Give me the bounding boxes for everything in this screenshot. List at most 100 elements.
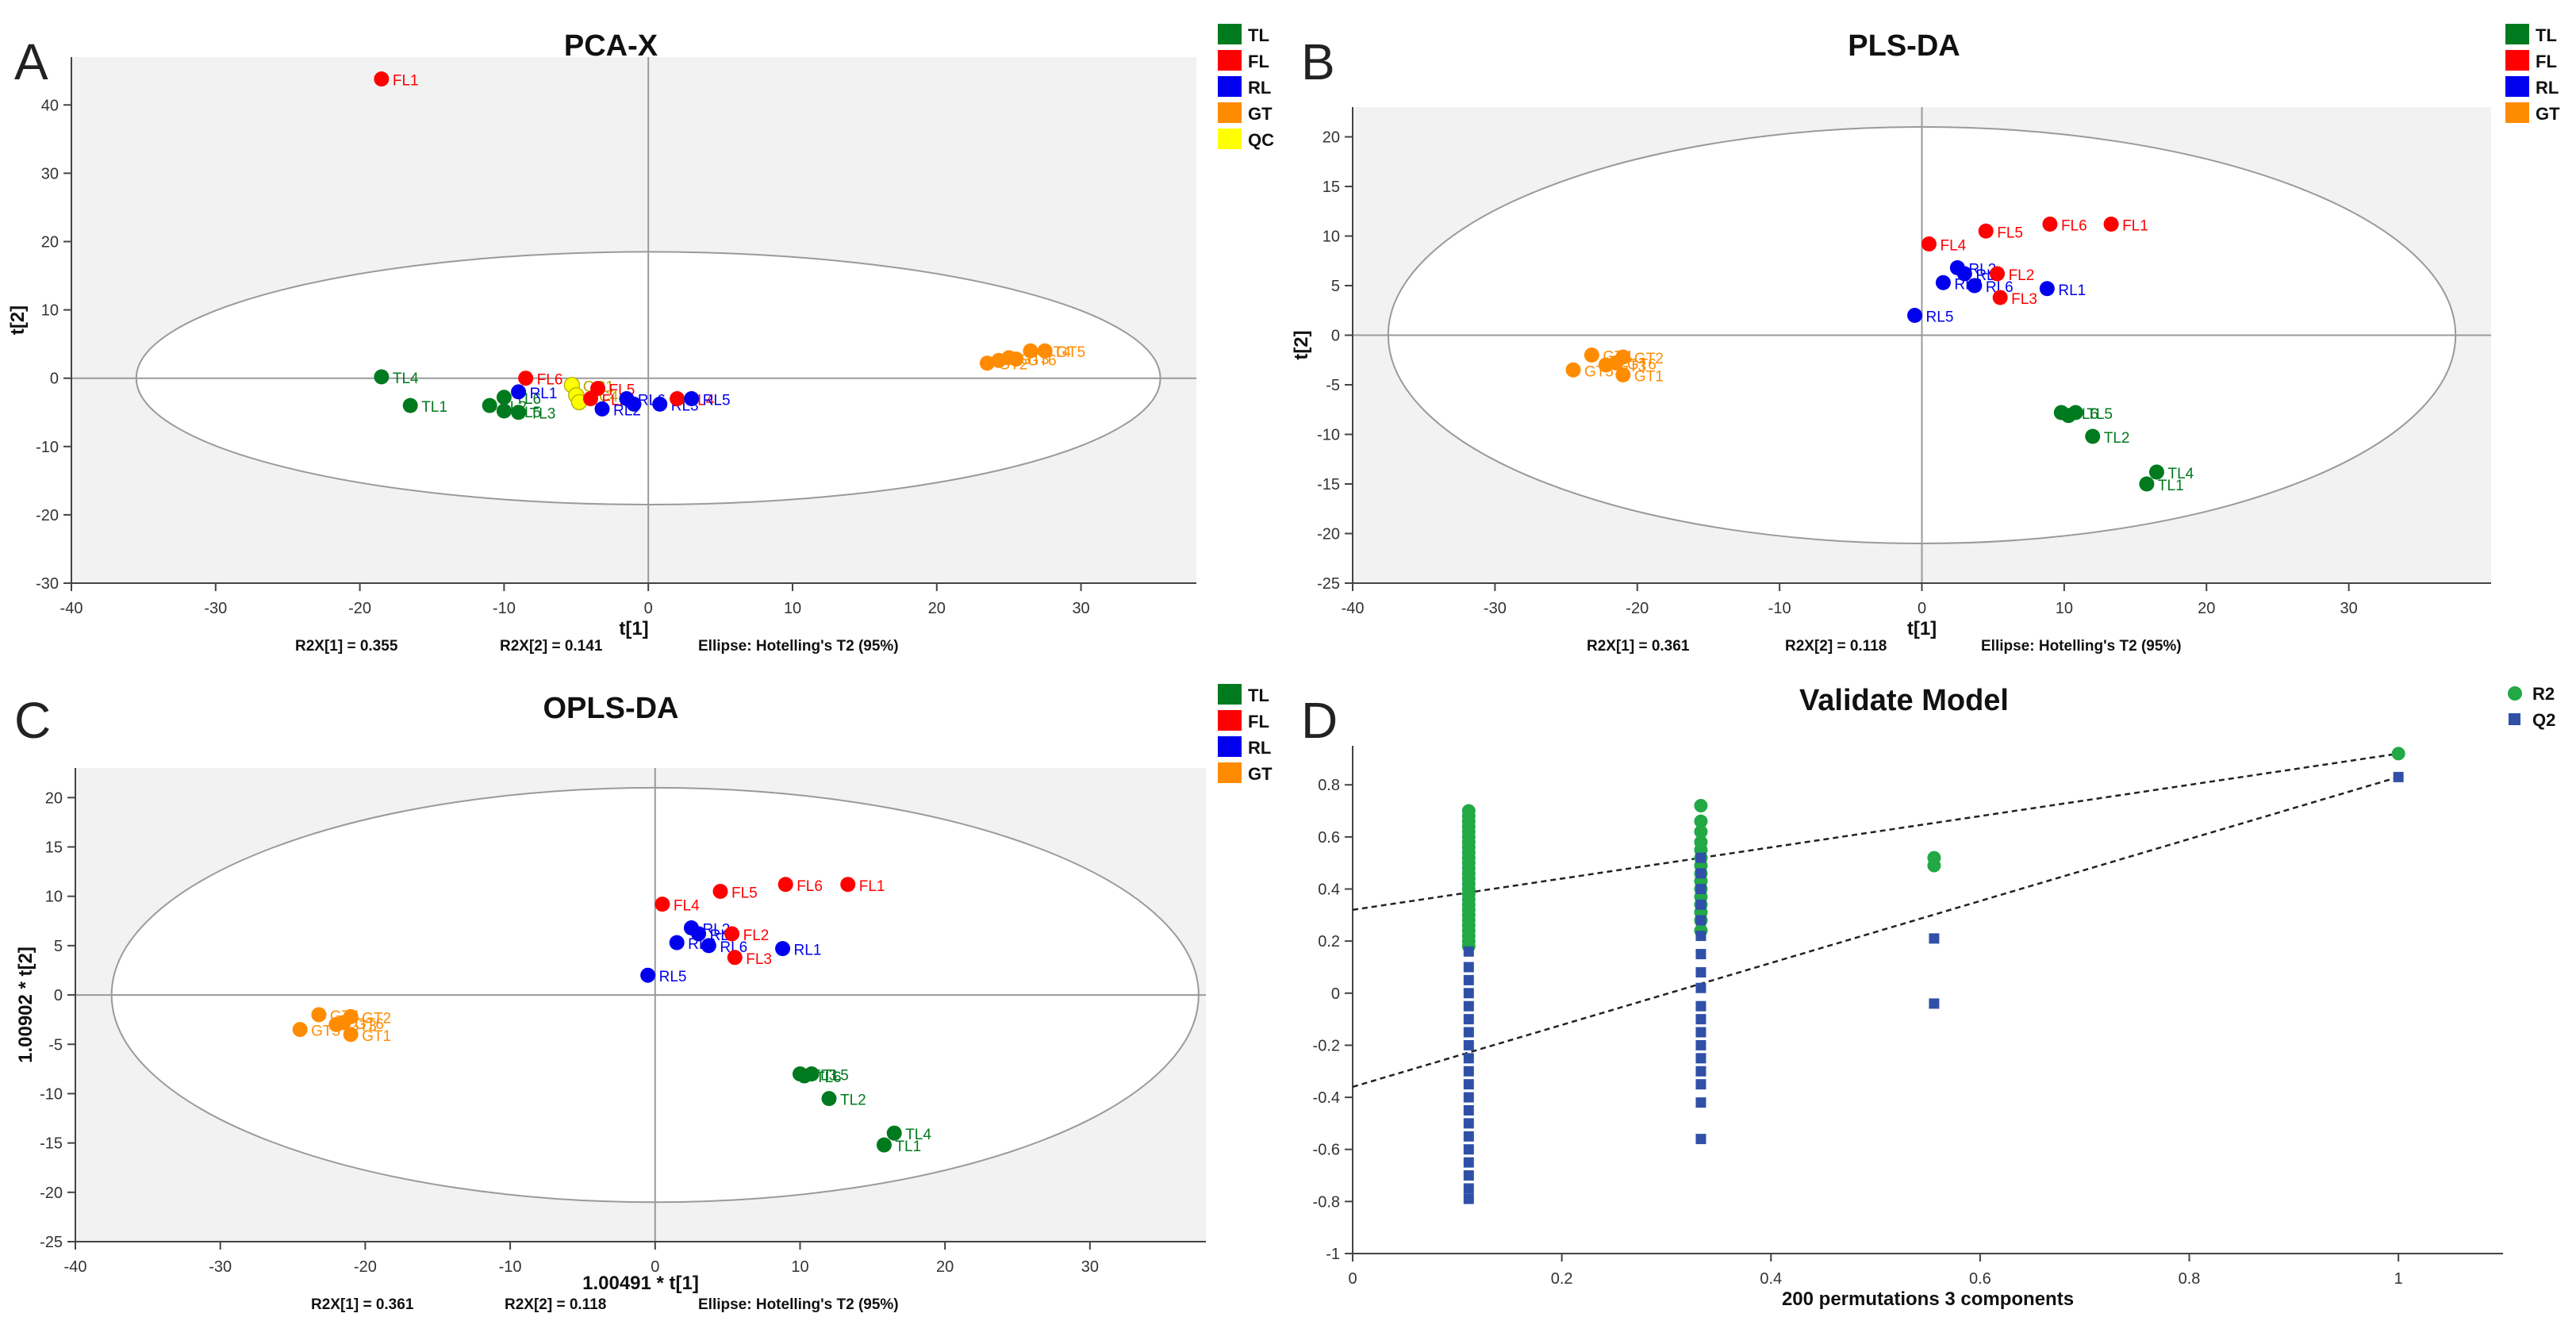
- point-label: FL1: [859, 878, 885, 895]
- x-tick-label: 0: [651, 1258, 659, 1276]
- point-gt4: [311, 1007, 327, 1023]
- y-tick-label: 20: [1323, 129, 1340, 147]
- y-tick-label: 15: [45, 839, 63, 857]
- point-tl1: [2139, 476, 2155, 492]
- point-gt4: [1584, 348, 1599, 363]
- x-axis-label: 200 permutations 3 components: [1782, 1288, 2074, 1310]
- r2-point: [1694, 814, 1708, 828]
- y-tick-label: -0.4: [1313, 1089, 1340, 1107]
- point-gt2: [979, 355, 995, 371]
- point-label: FL1: [393, 73, 419, 90]
- point-label: FL6: [537, 372, 563, 389]
- point-label: TL5: [2087, 406, 2113, 423]
- point-label: TL3: [530, 406, 556, 423]
- q2-point: [1463, 1092, 1474, 1103]
- point-label: RL5: [703, 393, 731, 409]
- panel-letter-b: B: [1301, 33, 1335, 90]
- point-label: TL2: [2104, 430, 2130, 447]
- point-rl: [626, 396, 642, 412]
- point-rl6: [1967, 278, 1983, 294]
- point-rl5: [1907, 308, 1923, 323]
- r2-point: [1694, 798, 1708, 812]
- regression-line-q2: [1352, 776, 2399, 1089]
- chart-title: PCA-X: [564, 29, 658, 63]
- y-tick-label: 0: [1331, 328, 1340, 345]
- point-label: RL: [710, 927, 729, 944]
- legend-label-gt: GT: [2536, 104, 2560, 124]
- point-fl1: [374, 71, 390, 87]
- q2-point: [1695, 1079, 1706, 1090]
- y-tick-label: -10: [1317, 427, 1340, 444]
- y-tick-label: -15: [1317, 476, 1340, 493]
- point-rl: [1956, 266, 1972, 282]
- y-axis-label: t[2]: [7, 305, 29, 335]
- q2-point: [1695, 899, 1706, 910]
- legend-label-gt: GT: [1248, 104, 1273, 124]
- q2-point: [1463, 988, 1474, 999]
- point-label: FL4: [1940, 238, 1966, 255]
- chart-title: OPLS-DA: [543, 692, 679, 725]
- q2-point: [1463, 1104, 1474, 1116]
- q2-point: [1463, 1131, 1474, 1142]
- q2-point: [1929, 933, 1940, 944]
- x-tick-label: -20: [354, 1258, 377, 1276]
- legend-swatch-tl: [2505, 24, 2529, 44]
- x-tick-label: -30: [1484, 600, 1507, 617]
- point-tl2: [821, 1091, 837, 1107]
- point-fl3: [1992, 290, 2008, 305]
- footer-stat: R2X[2] = 0.118: [1785, 638, 1887, 655]
- x-tick-label: 0: [1348, 1270, 1357, 1288]
- legend-swatch-tl: [1218, 684, 1242, 705]
- y-tick-label: 0.2: [1318, 933, 1340, 950]
- x-tick-label: 30: [2340, 600, 2358, 617]
- y-tick-label: 40: [41, 97, 59, 114]
- chart-title: PLS-DA: [1848, 29, 1960, 63]
- point-rl3: [669, 935, 685, 950]
- point-rl1: [2039, 281, 2055, 297]
- footer-stat: R2X[1] = 0.361: [311, 1296, 414, 1313]
- y-tick-label: 20: [45, 789, 63, 807]
- legend-label-rl: RL: [1248, 738, 1271, 758]
- point-rl3: [652, 396, 668, 412]
- point-rl1: [775, 941, 791, 957]
- q2-point: [1463, 946, 1474, 957]
- y-tick-label: -20: [36, 507, 59, 524]
- legend-label-gt: GT: [1248, 764, 1273, 784]
- chart-title: Validate Model: [1799, 684, 2009, 717]
- panel-letter-d: D: [1301, 692, 1338, 749]
- legend-swatch-qc: [1218, 129, 1242, 149]
- q2-point: [1463, 962, 1474, 973]
- x-tick-label: 0.4: [1760, 1270, 1782, 1288]
- legend-swatch-tl: [1218, 24, 1242, 44]
- point-fl4: [1921, 236, 1937, 252]
- y-tick-label: 20: [41, 233, 59, 251]
- footer-stat: R2X[1] = 0.361: [1587, 638, 1690, 655]
- q2-point: [1463, 1183, 1474, 1194]
- point-tl3: [511, 405, 527, 420]
- legend-label-tl: TL: [2536, 25, 2557, 45]
- r2-point: [2391, 747, 2405, 761]
- point-label: RL2: [702, 921, 730, 938]
- x-tick-label: -10: [1768, 600, 1791, 617]
- point-label: RL1: [530, 386, 558, 402]
- x-tick-label: -10: [493, 600, 516, 617]
- legend-swatch-gt: [2505, 102, 2529, 123]
- point-fl4: [655, 897, 670, 912]
- legend-swatch-gt: [1218, 102, 1242, 123]
- y-tick-label: -5: [1326, 377, 1340, 394]
- y-axis-label: t[2]: [1291, 330, 1312, 359]
- legend-label-tl: TL: [1248, 685, 1269, 705]
- point-gt6: [1008, 351, 1024, 367]
- x-tick-label: 10: [791, 1258, 808, 1276]
- q2-point: [1463, 1000, 1474, 1012]
- point-tl2: [2085, 428, 2101, 444]
- q2-point: [1463, 1066, 1474, 1077]
- point-label: TL5: [823, 1068, 849, 1085]
- y-tick-label: 5: [1331, 278, 1340, 295]
- legend-swatch-fl: [1218, 50, 1242, 71]
- point-label: FL3: [746, 951, 772, 968]
- x-tick-label: 0: [644, 600, 653, 617]
- point-tl4: [374, 369, 390, 385]
- point-label: GT6: [1627, 357, 1657, 374]
- q2-point: [1463, 1079, 1474, 1090]
